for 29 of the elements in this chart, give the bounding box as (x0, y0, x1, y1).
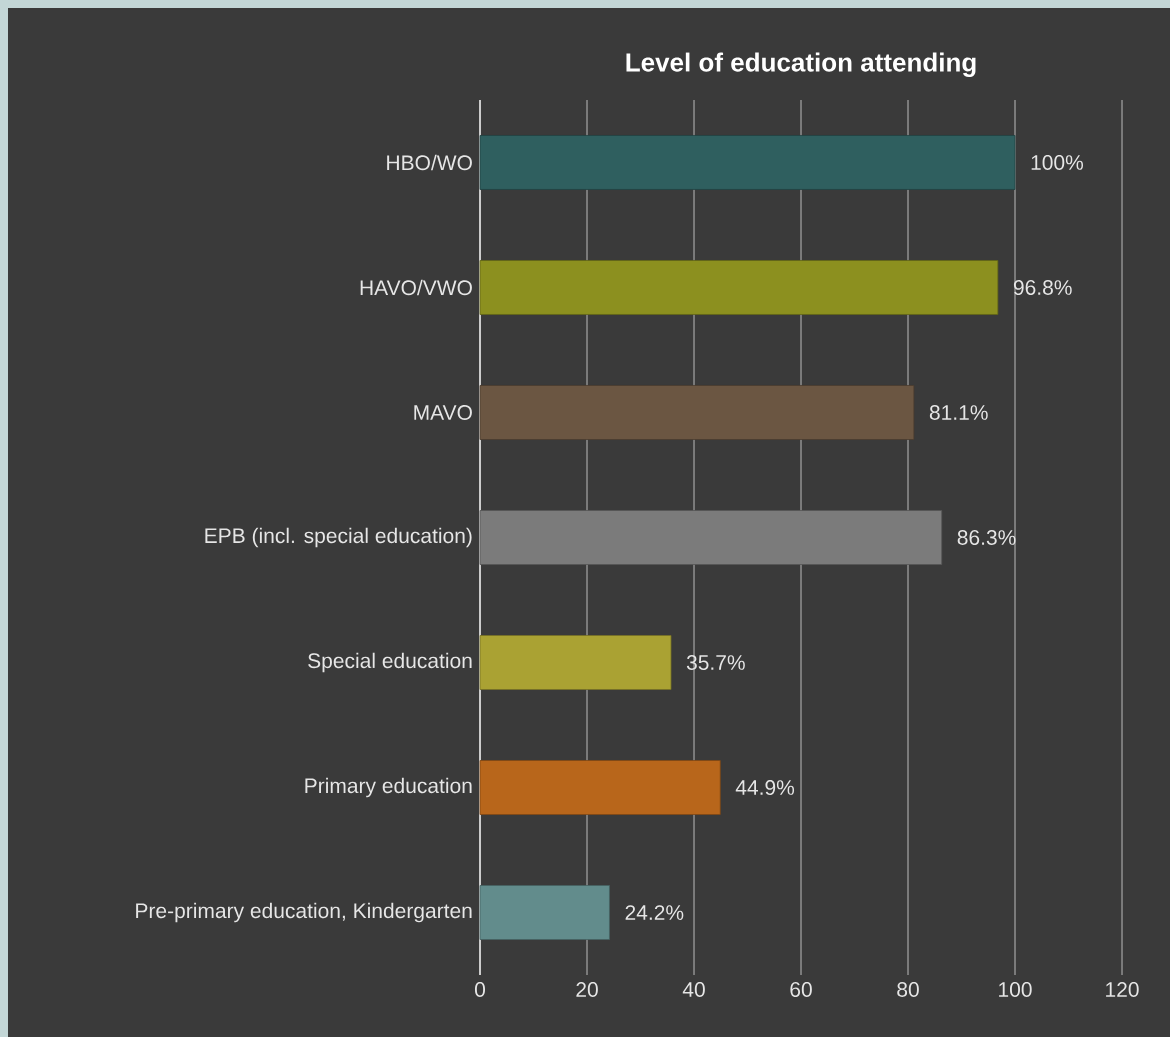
y-tick-label: Pre-primary education, Kindergarten (136, 902, 472, 923)
y-tick-label: HBO/WO (387, 154, 472, 171)
bar (479, 635, 672, 690)
x-tick-label: 100 (999, 982, 1032, 997)
data-label: 81.1% (929, 405, 988, 420)
data-label: 96.8% (1013, 280, 1072, 295)
x-tick-label: 80 (897, 982, 919, 997)
y-tick-label: EPB (incl. special education) (205, 527, 472, 548)
data-label: 86.3% (957, 530, 1016, 545)
x-tick-label: 0 (474, 982, 486, 997)
bar (479, 260, 999, 315)
data-label: 100% (1031, 155, 1084, 170)
y-tick-label: Primary education (305, 777, 472, 798)
bar (479, 385, 915, 440)
data-label: 24.2% (625, 905, 684, 920)
data-label: 35.7% (686, 655, 745, 670)
bar (479, 510, 943, 565)
chart-title: Level of education attending (626, 52, 976, 77)
bar (479, 885, 610, 940)
y-tick-label: Special education (308, 652, 472, 673)
bar (479, 135, 1016, 190)
x-tick-label: 40 (682, 982, 705, 997)
data-label: 44.9% (735, 780, 795, 795)
x-tick-label: 60 (790, 982, 812, 997)
bar (479, 760, 721, 815)
y-tick-label: MAVO (414, 405, 472, 420)
y-tick-label: HAVO/VWO (360, 279, 472, 296)
x-tick-label: 120 (1106, 982, 1139, 997)
x-tick-label: 20 (576, 982, 598, 997)
